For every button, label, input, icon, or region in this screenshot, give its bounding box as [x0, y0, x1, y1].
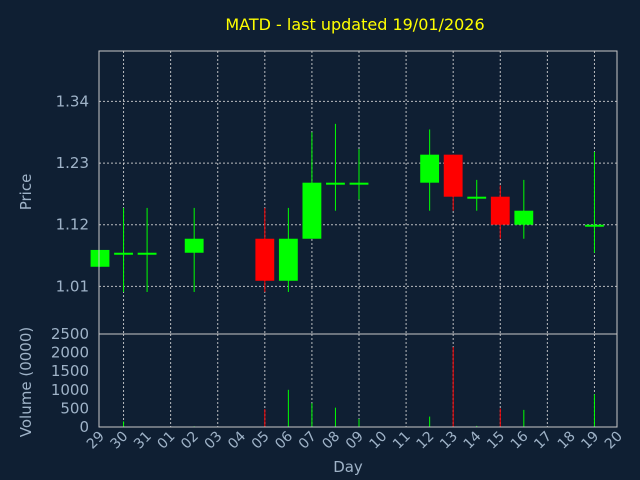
volume-panel-frame	[98, 333, 618, 428]
x-tick-label: 17	[531, 429, 555, 453]
grid	[99, 51, 617, 427]
x-tick-label: 11	[390, 429, 414, 453]
x-tick-label: 16	[508, 428, 532, 452]
x-tick-label: 08	[319, 429, 343, 453]
volume-tick-label: 2000	[51, 344, 89, 362]
x-tick-label: 09	[343, 429, 367, 453]
volume-axis-label: Volume (0000)	[17, 327, 35, 437]
x-tick-label: 06	[272, 428, 296, 452]
x-tick-label: 05	[249, 429, 273, 453]
x-tick-label: 01	[155, 429, 179, 453]
volume-tick-label: 2500	[51, 325, 89, 343]
x-tick-label: 19	[578, 429, 602, 453]
candle-body	[514, 210, 534, 225]
x-tick-label: 10	[366, 429, 390, 453]
x-tick-label: 20	[602, 429, 626, 453]
candle-body	[326, 182, 345, 185]
volume-tick-label: 0	[79, 418, 89, 436]
x-tick-label: 07	[296, 429, 320, 453]
volume-tick-label: 1500	[51, 362, 89, 380]
price-axis-ticks: 1.01 1.12 1.23 1.34	[56, 92, 89, 295]
volume-tick-label: 1000	[51, 381, 89, 399]
volume-tick-label: 500	[60, 399, 89, 417]
candle-body	[490, 196, 510, 225]
candle-body	[90, 249, 110, 267]
volume-bars	[123, 347, 595, 427]
candle-body	[302, 182, 322, 239]
price-tick-label: 1.01	[56, 277, 89, 295]
price-axis-label: Price	[17, 174, 35, 211]
x-tick-label: 03	[202, 429, 226, 453]
price-tick-label: 1.23	[56, 154, 89, 172]
price-tick-label: 1.12	[56, 216, 89, 234]
x-tick-label: 30	[107, 429, 131, 453]
candle-body	[255, 238, 275, 281]
chart-title: MATD - last updated 19/01/2026	[225, 15, 484, 34]
x-axis-ticks: 29 30 31 01 02 03 04 05 06 07 08 09 10 11 12 13 14 15 16 17…	[84, 428, 626, 452]
price-tick-label: 1.34	[56, 92, 89, 110]
x-tick-label: 04	[225, 428, 249, 452]
candle-body	[137, 252, 157, 255]
candle-body	[420, 154, 440, 183]
x-tick-label: 12	[414, 429, 438, 453]
x-tick-label: 31	[131, 429, 155, 453]
x-tick-label: 13	[437, 429, 461, 453]
x-tick-label: 18	[555, 429, 579, 453]
price-panel-frame	[98, 50, 618, 335]
x-tick-label: 15	[484, 429, 508, 453]
x-tick-label: 02	[178, 429, 202, 453]
candles	[90, 123, 604, 292]
candle-body	[278, 238, 298, 281]
x-tick-label: 14	[461, 428, 485, 452]
candle-body	[443, 154, 463, 197]
candle-body	[184, 238, 204, 253]
candle-body	[585, 224, 604, 227]
candle-body	[467, 196, 487, 199]
candle-body	[114, 252, 133, 255]
x-axis-label: Day	[333, 458, 363, 476]
candle-body	[349, 182, 369, 185]
